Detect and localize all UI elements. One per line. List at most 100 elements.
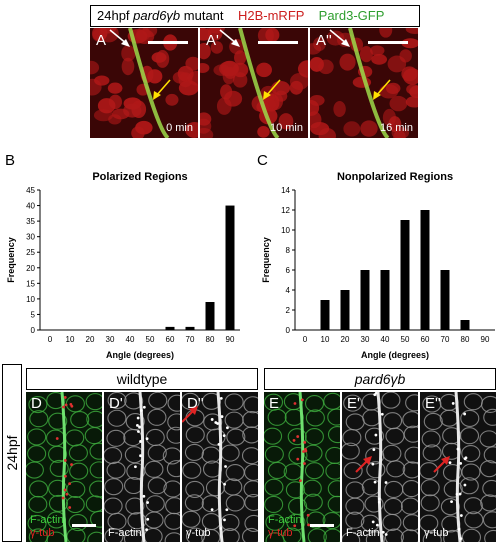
y-tick-label: 25 [26,248,35,257]
stage-label: 24hpf [4,435,20,471]
chart-nonpolarized: Nonpolarized Regions Frequency Angle (degr… [261,171,495,360]
x-tick-label: 60 [166,335,175,344]
mutant-label: pard6γb [354,371,406,387]
y-tick-label: 0 [31,326,36,335]
micrograph-top-3: A'' 16 min [310,28,418,138]
bar [380,270,390,330]
scale-bar [258,41,298,44]
micrograph-bottom-6: E'' γ-tub [420,392,496,542]
stain-label: F-actin [30,514,64,526]
time-stamp: 0 min [166,122,193,134]
stain-label: γ-tub [424,527,449,539]
stain-label: γ-tub [186,527,211,539]
bar [225,205,235,330]
micrograph-bottom-3: D'' γ-tub [182,392,258,542]
white-arrow-icon [329,29,350,47]
y-tick-label: 5 [31,310,36,319]
micrograph-image [420,392,496,542]
x-tick-label: 20 [341,335,350,344]
micrograph-image [200,28,308,138]
micrograph-image [310,28,418,138]
chart-title: Polarized Regions [92,171,187,183]
header-stage: 24hpf [97,8,130,23]
y-tick-label: 20 [26,264,35,273]
y-tick-label: 0 [286,326,291,335]
header-suffix: mutant [183,8,224,23]
white-arrow-icon [219,29,240,47]
y-tick-label: 8 [286,246,291,255]
x-tick-label: 10 [321,335,330,344]
wildtype-header: wildtype [26,368,258,390]
micrograph-top-1: A 0 min [90,28,198,138]
y-tick-label: 40 [26,202,35,211]
white-arrow-icon [109,29,130,47]
bar [340,290,350,330]
x-tick-label: 80 [206,335,215,344]
micrograph-image [26,392,102,542]
y-tick-label: 10 [281,226,290,235]
x-tick-label: 40 [381,335,390,344]
micrograph-image [90,28,198,138]
x-tick-label: 0 [303,335,308,344]
x-tick-label: 50 [401,335,410,344]
micrograph-image [342,392,418,542]
micrograph-image [182,392,258,542]
panel-letter: D' [109,395,123,412]
panel-letter: E'' [425,395,441,412]
micrograph-image [264,392,340,542]
y-tick-label: 35 [26,217,35,226]
panel-label-c: C [257,152,268,169]
x-tick-label: 90 [481,335,490,344]
y-tick-label: 10 [26,295,35,304]
x-tick-label: 80 [461,335,470,344]
micrograph-top-2: A' 10 min [200,28,308,138]
panel-letter: A' [206,32,219,49]
header-marker-green: Pard3-GFP [318,8,385,23]
panel-label-b: B [5,152,16,169]
y-axis-label: Frequency [261,237,271,283]
header-marker-red: H2B-mRFP [237,8,305,23]
stain-label-secondary: γ-tub [30,527,55,539]
x-tick-label: 50 [146,335,155,344]
time-stamp: 10 min [269,122,303,134]
stain-label-secondary: γ-tub [268,527,293,539]
x-axis-label: Angle (degrees) [361,350,429,360]
bar [420,210,430,330]
x-tick-label: 70 [441,335,450,344]
panel-letter: D'' [187,395,204,412]
scale-bar [310,524,334,527]
x-tick-label: 60 [421,335,430,344]
yellow-arrow-icon [153,79,171,100]
y-tick-label: 14 [281,186,290,195]
chart-title: Nonpolarized Regions [337,171,453,183]
x-tick-label: 30 [361,335,370,344]
stain-label: F-actin [346,527,380,539]
y-axis-label: Frequency [6,237,16,283]
mutant-header: pard6γb [264,368,496,390]
x-tick-label: 20 [86,335,95,344]
red-arrow-icon [182,406,198,423]
header-gene: pard6γb [133,8,181,23]
x-tick-label: 90 [226,335,235,344]
chart-polarized: Polarized Regions Frequency Angle (degrees… [6,171,240,360]
bar [440,270,450,330]
x-tick-label: 30 [106,335,115,344]
micrograph-bottom-1: D F-actin γ-tub [26,392,102,542]
bar [185,326,195,330]
panel-letter: E [269,395,280,412]
y-tick-label: 6 [286,266,291,275]
micrograph-bottom-5: E' F-actin [342,392,418,542]
wildtype-label: wildtype [116,371,168,387]
stage-side-box: 24hpf [2,364,22,542]
scale-bar [148,41,188,44]
bar [320,300,330,330]
panel-letter: A [96,32,107,49]
bar [205,302,215,330]
micrograph-bottom-4: E F-actin γ-tub [264,392,340,542]
bar [165,326,175,330]
y-tick-label: 2 [286,306,291,315]
scale-bar [72,524,96,527]
bar [360,270,370,330]
micrograph-bottom-2: D' F-actin [104,392,180,542]
x-tick-label: 70 [186,335,195,344]
